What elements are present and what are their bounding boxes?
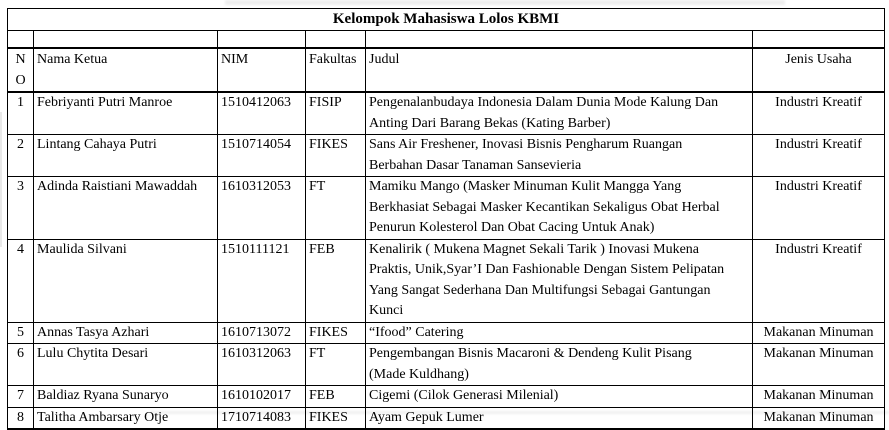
cell-judul: Sans Air Freshener, Inovasi Bisnis Pengh… (365, 134, 753, 177)
cell-nama-ketua: Baldiaz Ryana Sunaryo (33, 385, 218, 408)
kbmi-table: Kelompok Mahasiswa Lolos KBMI NO Nama Ke… (6, 8, 886, 430)
cell-jenis-usaha: Industri Kreatif (751, 176, 886, 240)
cell-nim: 1610102017 (217, 385, 306, 408)
cell-no: 3 (7, 176, 34, 240)
cell-jenis-usaha: Makanan Minuman (751, 343, 886, 386)
cell-nim: 1510412063 (217, 91, 306, 135)
scan-artifact-left (0, 112, 2, 247)
cell-fakultas: FT (305, 176, 366, 240)
cell-no: 1 (7, 91, 34, 135)
table-row: 7 Baldiaz Ryana Sunaryo 1610102017 FEB C… (7, 385, 886, 408)
cell-nama-ketua: Febriyanti Putri Manroe (33, 91, 218, 135)
cell-jenis-usaha: Industri Kreatif (751, 238, 886, 323)
cell-nim: 1510111121 (217, 238, 306, 323)
cell-jenis-usaha: Makanan Minuman (751, 385, 886, 408)
table-row: 1 Febriyanti Putri Manroe 1510412063 FIS… (7, 91, 886, 135)
cell-no: 2 (7, 134, 34, 177)
header-jenis-usaha: Jenis Usaha (751, 47, 886, 93)
header-nim: NIM (217, 47, 306, 93)
cell-judul: Kenalirik ( Mukena Magnet Sekali Tarik )… (365, 238, 753, 323)
cell-fakultas: FISIP (305, 91, 366, 135)
scan-artifact-top (225, 0, 785, 5)
header-no: NO (7, 47, 34, 93)
cell-judul: Pengembangan Bisnis Macaroni & Dendeng K… (365, 343, 753, 386)
spacer-cell (217, 30, 306, 49)
header-row: NO Nama Ketua NIM Fakultas Judul Jenis U… (7, 47, 886, 93)
cell-no: 8 (7, 406, 34, 430)
spacer-cell (365, 30, 753, 49)
cell-nama-ketua: Lulu Chytita Desari (33, 343, 218, 386)
cell-jenis-usaha: Industri Kreatif (751, 91, 886, 135)
spacer-cell (33, 30, 218, 49)
cell-nim: 1610312063 (217, 343, 306, 386)
table-title: Kelompok Mahasiswa Lolos KBMI (6, 8, 886, 31)
cell-nama-ketua: Talitha Ambarsary Otje (33, 406, 218, 430)
cell-nim: 1610312053 (217, 176, 306, 240)
cell-no: 4 (7, 238, 34, 323)
cell-no: 7 (7, 385, 34, 408)
cell-judul: Pengenalanbudaya Indonesia Dalam Dunia M… (365, 91, 753, 135)
header-judul: Judul (365, 47, 753, 93)
cell-no: 6 (7, 343, 34, 386)
cell-nama-ketua: Lintang Cahaya Putri (33, 134, 218, 177)
title-row: Kelompok Mahasiswa Lolos KBMI (6, 8, 886, 31)
header-fakultas: Fakultas (305, 47, 366, 93)
spacer-row (7, 30, 886, 49)
table-row: 4 Maulida Silvani 1510111121 FEB Kenalir… (7, 238, 886, 323)
cell-judul: Ayam Gepuk Lumer (365, 406, 753, 430)
cell-jenis-usaha: Industri Kreatif (751, 134, 886, 177)
table-row: 3 Adinda Raistiani Mawaddah 1610312053 F… (7, 176, 886, 240)
cell-fakultas: FIKES (305, 406, 366, 430)
cell-jenis-usaha: Makanan Minuman (751, 406, 886, 430)
table-row: 6 Lulu Chytita Desari 1610312063 FT Peng… (7, 343, 886, 386)
table-row: 2 Lintang Cahaya Putri 1510714054 FIKES … (7, 134, 886, 177)
table-row: 8 Talitha Ambarsary Otje 1710714083 FIKE… (7, 406, 886, 430)
cell-fakultas: FEB (305, 238, 366, 323)
cell-nama-ketua: Adinda Raistiani Mawaddah (33, 176, 218, 240)
spacer-cell (751, 30, 886, 49)
cell-judul: “Ifood” Catering (365, 321, 753, 344)
cell-nama-ketua: Annas Tasya Azhari (33, 321, 218, 344)
cell-nim: 1510714054 (217, 134, 306, 177)
cell-nim: 1610713072 (217, 321, 306, 344)
cell-jenis-usaha: Makanan Minuman (751, 321, 886, 344)
spacer-cell (7, 30, 34, 49)
cell-nama-ketua: Maulida Silvani (33, 238, 218, 323)
cell-fakultas: FIKES (305, 321, 366, 344)
cell-fakultas: FT (305, 343, 366, 386)
cell-fakultas: FEB (305, 385, 366, 408)
table-row: 5 Annas Tasya Azhari 1610713072 FIKES “I… (7, 321, 886, 344)
cell-fakultas: FIKES (305, 134, 366, 177)
cell-no: 5 (7, 321, 34, 344)
spacer-cell (305, 30, 366, 49)
cell-judul: Mamiku Mango (Masker Minuman Kulit Mangg… (365, 176, 753, 240)
cell-nim: 1710714083 (217, 406, 306, 430)
cell-judul: Cigemi (Cilok Generasi Milenial) (365, 385, 753, 408)
header-nama-ketua: Nama Ketua (33, 47, 218, 93)
